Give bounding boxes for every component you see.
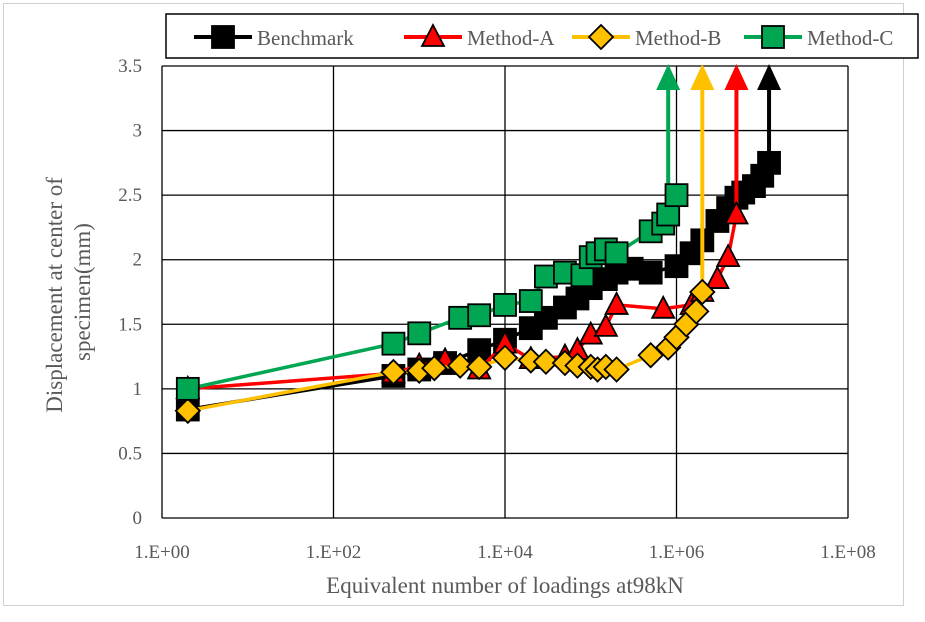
data-point-method-a [723,200,749,225]
data-point-method-b [689,278,716,306]
data-point-method-c [493,293,517,317]
data-point-benchmark [757,150,781,175]
data-point-method-b [491,344,519,372]
y-tick-label: 2.5 [118,185,142,206]
legend-item-method-b: Method-B [572,23,721,51]
legend-label: Method-A [467,26,555,50]
y-tick-label: 2 [133,250,143,271]
failure-arrow-head-method-c [656,64,681,90]
data-point-method-a [604,290,630,315]
x-tick-label: 1.E+06 [649,542,705,563]
x-tick-label: 1.E+00 [134,542,190,563]
x-tick-label: 1.E+02 [306,542,362,563]
data-point-method-b [465,353,493,381]
y-tick-label: 1 [133,379,143,400]
data-point-benchmark [638,260,663,285]
y-tick-label: 0 [133,508,143,529]
legend-marker [211,25,235,49]
data-point-method-c [381,331,406,356]
chart-frame [3,3,904,606]
data-point-method-b [682,298,710,325]
legend-label: Benchmark [257,26,354,50]
series-method-b [174,64,716,425]
y-tick-label: 1.5 [118,314,142,335]
y-axis-title: Displacement at center of specimen(mm) [42,171,95,412]
y-axis-title-line-1: Displacement at center of [42,177,67,413]
series-layer [174,64,782,425]
failure-arrow-head-benchmark [757,64,782,90]
failure-arrow-head-method-a [724,64,749,90]
x-tick-label: 1.E+04 [477,542,533,563]
data-point-method-b [532,348,560,376]
data-point-method-c [175,376,200,401]
legend-marker [420,23,446,47]
legend-label: Method-C [807,26,893,50]
data-point-method-c [467,303,492,328]
data-point-method-b [380,358,407,386]
data-point-method-c [407,321,432,346]
x-axis-ticks: 1.E+00 1.E+02 1.E+04 1.E+06 1.E+08 [134,542,876,563]
failure-arrow-head-method-b [690,64,715,90]
data-point-method-a [704,265,730,289]
legend: Benchmark Method-A Method-B Method-C [165,13,919,59]
legend-label: Method-B [635,26,721,50]
data-point-method-c [664,183,689,208]
y-tick-label: 3.5 [118,56,142,77]
data-point-method-c [604,241,629,266]
legend-item-method-a: Method-A [404,23,555,50]
data-point-method-b [446,352,474,379]
series-method-c [175,64,689,401]
legend-item-method-c: Method-C [744,25,893,50]
data-point-method-b [174,397,202,425]
y-axis-title-line-2: specimen(mm) [70,223,95,361]
legend-item-benchmark: Benchmark [194,25,354,50]
y-axis-ticks: 0 0.5 1 1.5 2 2.5 3 3.5 [118,56,142,529]
y-tick-label: 0.5 [118,443,142,464]
y-tick-label: 3 [133,121,143,142]
legend-marker [587,23,615,51]
data-point-method-b [421,354,448,382]
grid-lines [161,65,849,519]
x-axis-title: Equivalent number of loadings at98kN [326,573,684,598]
data-point-method-b [603,356,630,383]
x-tick-label: 1.E+08 [820,542,876,563]
legend-marker [761,25,785,49]
data-point-method-a [715,243,741,268]
data-point-method-a [650,294,676,319]
data-point-method-c [518,289,543,313]
data-point-method-a [593,312,619,337]
